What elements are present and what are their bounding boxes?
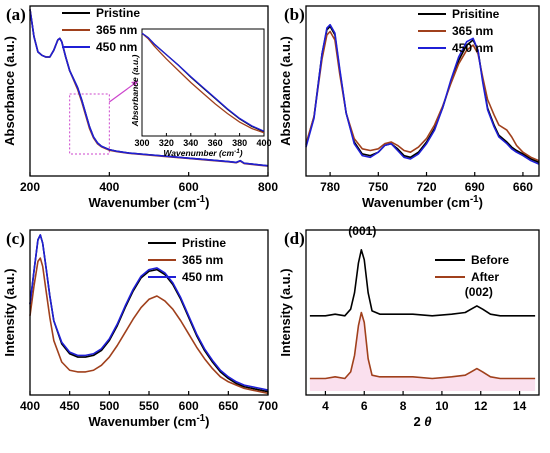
x-tick-label: 450 <box>60 399 80 413</box>
inset-x-tick-label: 380 <box>232 138 247 148</box>
y-axis-title: Intensity (a.u.) <box>278 268 293 356</box>
legend-label-nm450: 450 nm <box>182 270 223 284</box>
inset-x-tick-label: 340 <box>183 138 198 148</box>
x-tick-label: 600 <box>179 399 199 413</box>
y-axis-title: Absorbance (a.u.) <box>2 36 17 146</box>
legend-label-nm365: 365 nm <box>452 24 493 38</box>
x-tick-label: 550 <box>139 399 159 413</box>
legend-label-before: Before <box>471 253 509 267</box>
x-tick-label: 400 <box>99 180 119 194</box>
x-tick-label: 14 <box>513 399 527 413</box>
x-tick-label: 10 <box>435 399 449 413</box>
x-tick-label: 780 <box>320 180 340 194</box>
zoom-region-box <box>69 93 110 155</box>
inset-frame <box>141 28 265 137</box>
panel-label: (a) <box>6 5 26 24</box>
legend-label-nm450: 450 nm <box>452 41 493 55</box>
series-line-before <box>309 249 536 317</box>
y-axis-title: Intensity (a.u.) <box>2 268 17 356</box>
x-tick-label: 800 <box>258 180 278 194</box>
x-axis-title: Wavenumber (cm-1) <box>89 194 210 211</box>
peak-annotation: (001) <box>348 224 376 238</box>
x-tick-label: 690 <box>465 180 485 194</box>
chart-panel-a: 200 400 600 800 Wavenumber (cm-1) Absorbance … <box>2 5 278 210</box>
inset-x-axis-title: Wavenumber (cm-1) <box>163 148 242 159</box>
x-axis-title: 2 θ <box>413 414 431 429</box>
series-line-pristine <box>29 234 269 393</box>
x-tick-label: 12 <box>474 399 488 413</box>
x-tick-label: 700 <box>258 399 278 413</box>
legend-label-nm365: 365 nm <box>182 253 223 267</box>
chart-panel-d: 4 6 8 10 12 14 2 θ Intensity (a.u.) (d) Before Aft… <box>278 224 540 429</box>
chart-panel-b: 780 750 720 690 660 Wavenumber (cm-1) Absorban… <box>278 5 540 211</box>
x-axis-title: Wavenumber (cm-1) <box>362 194 483 211</box>
legend-label-pristine: Pristine <box>182 236 226 250</box>
legend-label-nm365: 365 nm <box>96 23 137 37</box>
x-tick-label: 720 <box>417 180 437 194</box>
panel-label: (b) <box>284 5 305 24</box>
x-tick-label: 4 <box>322 399 329 413</box>
x-tick-label: 600 <box>179 180 199 194</box>
series-line-nm365 <box>29 257 269 395</box>
legend-label-pristine: Prisitine <box>452 7 500 21</box>
plot-frame <box>29 229 269 396</box>
legend-label-pristine: Pristine <box>96 6 140 20</box>
zoom-arrow-head <box>131 81 138 86</box>
inset-x-tick-label: 360 <box>208 138 223 148</box>
plot-frame <box>305 229 540 396</box>
series-line-nm450 <box>305 23 540 165</box>
plot-frame <box>29 5 269 177</box>
plot-frame <box>305 5 540 177</box>
inset-chart: 300 320 340 360 380 400 Wavenumber (cm-1) Absor… <box>130 28 272 159</box>
x-tick-label: 500 <box>99 399 119 413</box>
x-tick-label: 750 <box>368 180 388 194</box>
y-axis-title: Absorbance (a.u.) <box>278 36 293 146</box>
inset-x-tick-label: 300 <box>134 138 149 148</box>
x-tick-label: 200 <box>20 180 40 194</box>
x-tick-label: 8 <box>400 399 407 413</box>
series-line-nm450 <box>29 9 269 167</box>
legend-label-after: After <box>471 270 499 284</box>
x-tick-label: 400 <box>20 399 40 413</box>
x-tick-label: 650 <box>218 399 238 413</box>
legend-label-nm450: 450 nm <box>96 40 137 54</box>
inset-series-line-nm450 <box>141 32 265 132</box>
peak-annotation: (002) <box>465 285 493 299</box>
inset-y-axis-title: Absorbance (a.u.) <box>130 54 140 127</box>
zoom-arrow <box>108 80 139 103</box>
panel-label: (d) <box>284 229 305 248</box>
x-tick-label: 660 <box>513 180 533 194</box>
inset-x-tick-label: 320 <box>159 138 174 148</box>
panel-label: (c) <box>6 229 25 248</box>
chart-panel-c: 400 450 500 550 600 650 700 Wavenumber (cm-1) In… <box>2 229 278 429</box>
series-line-nm450 <box>29 234 269 391</box>
after-shading <box>309 312 536 391</box>
x-axis-title: Wavenumber (cm-1) <box>89 413 210 430</box>
series-line-after <box>309 311 536 380</box>
inset-x-tick-label: 400 <box>256 138 271 148</box>
x-tick-label: 6 <box>361 399 368 413</box>
inset-series-line-nm365 <box>141 32 265 134</box>
